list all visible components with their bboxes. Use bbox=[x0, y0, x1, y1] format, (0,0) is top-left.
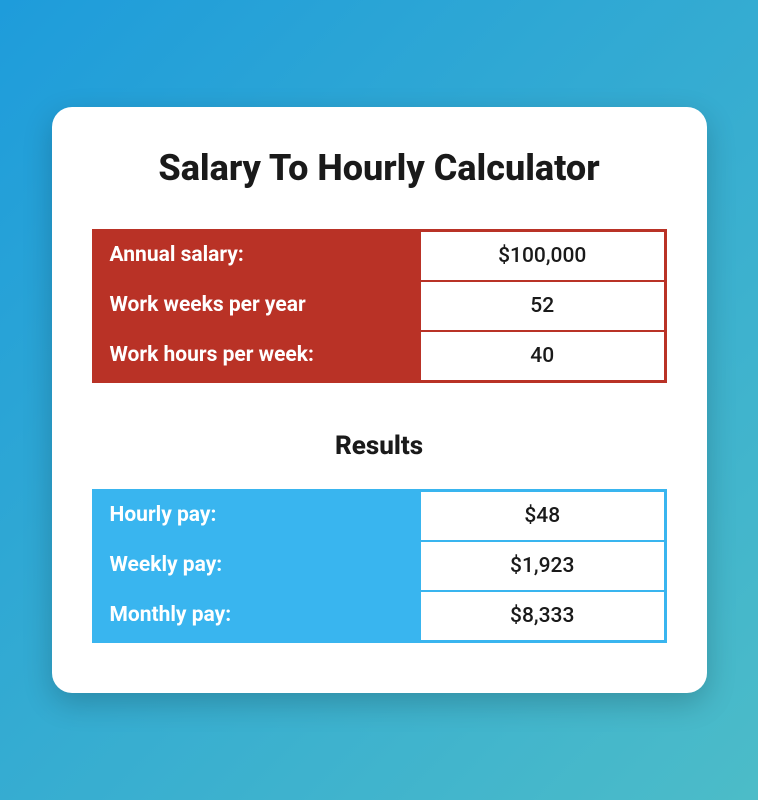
results-heading: Results bbox=[92, 431, 667, 461]
input-row-annual-salary: Annual salary: bbox=[94, 231, 665, 281]
weekly-pay-value: $1,923 bbox=[420, 541, 665, 591]
calculator-card: Salary To Hourly Calculator Annual salar… bbox=[52, 107, 707, 693]
hourly-pay-label: Hourly pay: bbox=[94, 491, 420, 541]
input-row-work-hours: Work hours per week: bbox=[94, 331, 665, 381]
inputs-table: Annual salary: Work weeks per year Work … bbox=[92, 229, 667, 383]
hourly-pay-value: $48 bbox=[420, 491, 665, 541]
results-row-hourly: Hourly pay: $48 bbox=[94, 491, 665, 541]
monthly-pay-label: Monthly pay: bbox=[94, 591, 420, 641]
annual-salary-label: Annual salary: bbox=[94, 231, 420, 281]
work-weeks-label: Work weeks per year bbox=[94, 281, 420, 331]
results-row-weekly: Weekly pay: $1,923 bbox=[94, 541, 665, 591]
page-title: Salary To Hourly Calculator bbox=[92, 147, 667, 189]
weekly-pay-label: Weekly pay: bbox=[94, 541, 420, 591]
input-row-work-weeks: Work weeks per year bbox=[94, 281, 665, 331]
results-row-monthly: Monthly pay: $8,333 bbox=[94, 591, 665, 641]
results-table: Hourly pay: $48 Weekly pay: $1,923 Month… bbox=[92, 489, 667, 643]
work-hours-input[interactable] bbox=[420, 331, 665, 381]
work-weeks-input[interactable] bbox=[420, 281, 665, 331]
monthly-pay-value: $8,333 bbox=[420, 591, 665, 641]
work-hours-label: Work hours per week: bbox=[94, 331, 420, 381]
annual-salary-input[interactable] bbox=[420, 231, 665, 281]
